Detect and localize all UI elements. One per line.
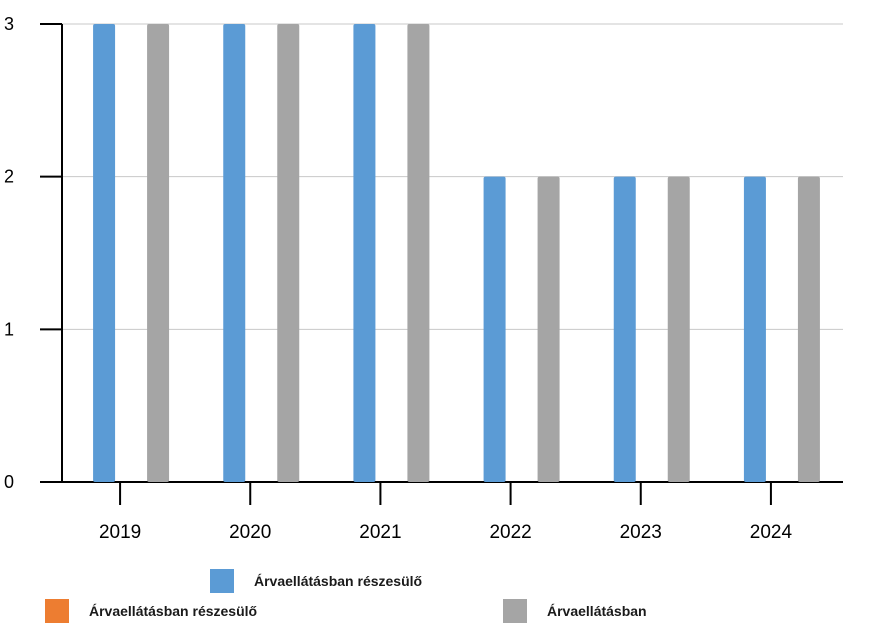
- bar: [743, 176, 766, 482]
- x-tick-label: 2021: [359, 522, 401, 543]
- bar: [93, 24, 116, 482]
- y-tick-label: 1: [4, 319, 14, 339]
- y-tick-label: 3: [4, 14, 14, 34]
- x-tick-label: 2020: [229, 522, 271, 543]
- legend-label-3: Árvaellátásban: [547, 603, 647, 619]
- legend-item-3: Árvaellátásban: [503, 599, 647, 623]
- legend-label-2: Árvaellátásban részesülő: [89, 603, 258, 619]
- x-tick-label: 2024: [750, 522, 793, 543]
- x-tick-label: 2023: [620, 522, 662, 543]
- legend-swatch-3: [503, 599, 527, 623]
- bar: [407, 24, 430, 482]
- legend-swatch-1: [210, 569, 234, 593]
- y-tick-label: 2: [4, 167, 14, 187]
- bar: [147, 24, 170, 482]
- bar: [667, 176, 690, 482]
- x-tick-label: 2022: [489, 522, 531, 543]
- y-tick-label: 0: [4, 472, 14, 492]
- legend-label-1: Árvaellátásban részesülő: [254, 573, 423, 589]
- legend-swatch-2: [45, 599, 69, 623]
- bar: [797, 176, 820, 482]
- legend-item-1: Árvaellátásban részesülő: [210, 569, 422, 593]
- bar: [613, 176, 636, 482]
- bar: [483, 176, 506, 482]
- x-tick-label: 2019: [99, 522, 141, 543]
- bar: [223, 24, 246, 482]
- bar: [353, 24, 376, 482]
- bar: [277, 24, 300, 482]
- legend-item-2: Árvaellátásban részesülő: [45, 599, 257, 623]
- bar: [537, 176, 560, 482]
